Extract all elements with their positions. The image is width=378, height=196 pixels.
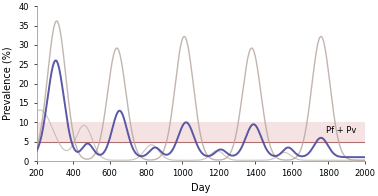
Text: Pf + Pv: Pf + Pv — [327, 126, 357, 135]
Bar — [37, 122, 365, 142]
Y-axis label: Prevalence (%): Prevalence (%) — [3, 47, 13, 121]
X-axis label: Day: Day — [191, 183, 210, 193]
